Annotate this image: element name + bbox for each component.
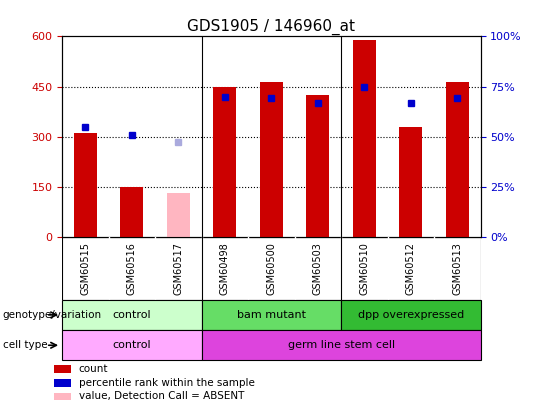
Text: GSM60513: GSM60513: [453, 242, 462, 295]
Bar: [399, 127, 422, 237]
Text: control: control: [112, 310, 151, 320]
Bar: [446, 81, 469, 237]
Bar: [341, 300, 481, 330]
Text: cell type: cell type: [3, 340, 48, 350]
Text: GSM60498: GSM60498: [220, 242, 230, 295]
Text: GSM60510: GSM60510: [359, 242, 369, 295]
Bar: [62, 330, 201, 360]
Bar: [54, 379, 71, 387]
Bar: [213, 87, 237, 237]
Bar: [167, 194, 190, 237]
Text: value, Detection Call = ABSENT: value, Detection Call = ABSENT: [79, 392, 244, 401]
Text: GSM60517: GSM60517: [173, 242, 184, 295]
Text: dpp overexpressed: dpp overexpressed: [357, 310, 464, 320]
Bar: [260, 81, 283, 237]
Bar: [306, 95, 329, 237]
Text: percentile rank within the sample: percentile rank within the sample: [79, 378, 254, 388]
Text: bam mutant: bam mutant: [237, 310, 306, 320]
Text: GSM60512: GSM60512: [406, 242, 416, 295]
Text: GSM60503: GSM60503: [313, 242, 323, 295]
Text: control: control: [112, 340, 151, 350]
Bar: [74, 133, 97, 237]
Bar: [62, 300, 201, 330]
Text: GSM60516: GSM60516: [127, 242, 137, 295]
Bar: [201, 330, 481, 360]
Text: GSM60515: GSM60515: [80, 242, 90, 295]
Bar: [54, 392, 71, 401]
Title: GDS1905 / 146960_at: GDS1905 / 146960_at: [187, 19, 355, 35]
Bar: [62, 237, 481, 300]
Bar: [201, 300, 341, 330]
Text: germ line stem cell: germ line stem cell: [287, 340, 395, 350]
Bar: [54, 365, 71, 373]
Text: count: count: [79, 364, 108, 374]
Text: GSM60500: GSM60500: [266, 242, 276, 295]
Bar: [120, 187, 144, 237]
Bar: [353, 40, 376, 237]
Text: genotype/variation: genotype/variation: [3, 310, 102, 320]
